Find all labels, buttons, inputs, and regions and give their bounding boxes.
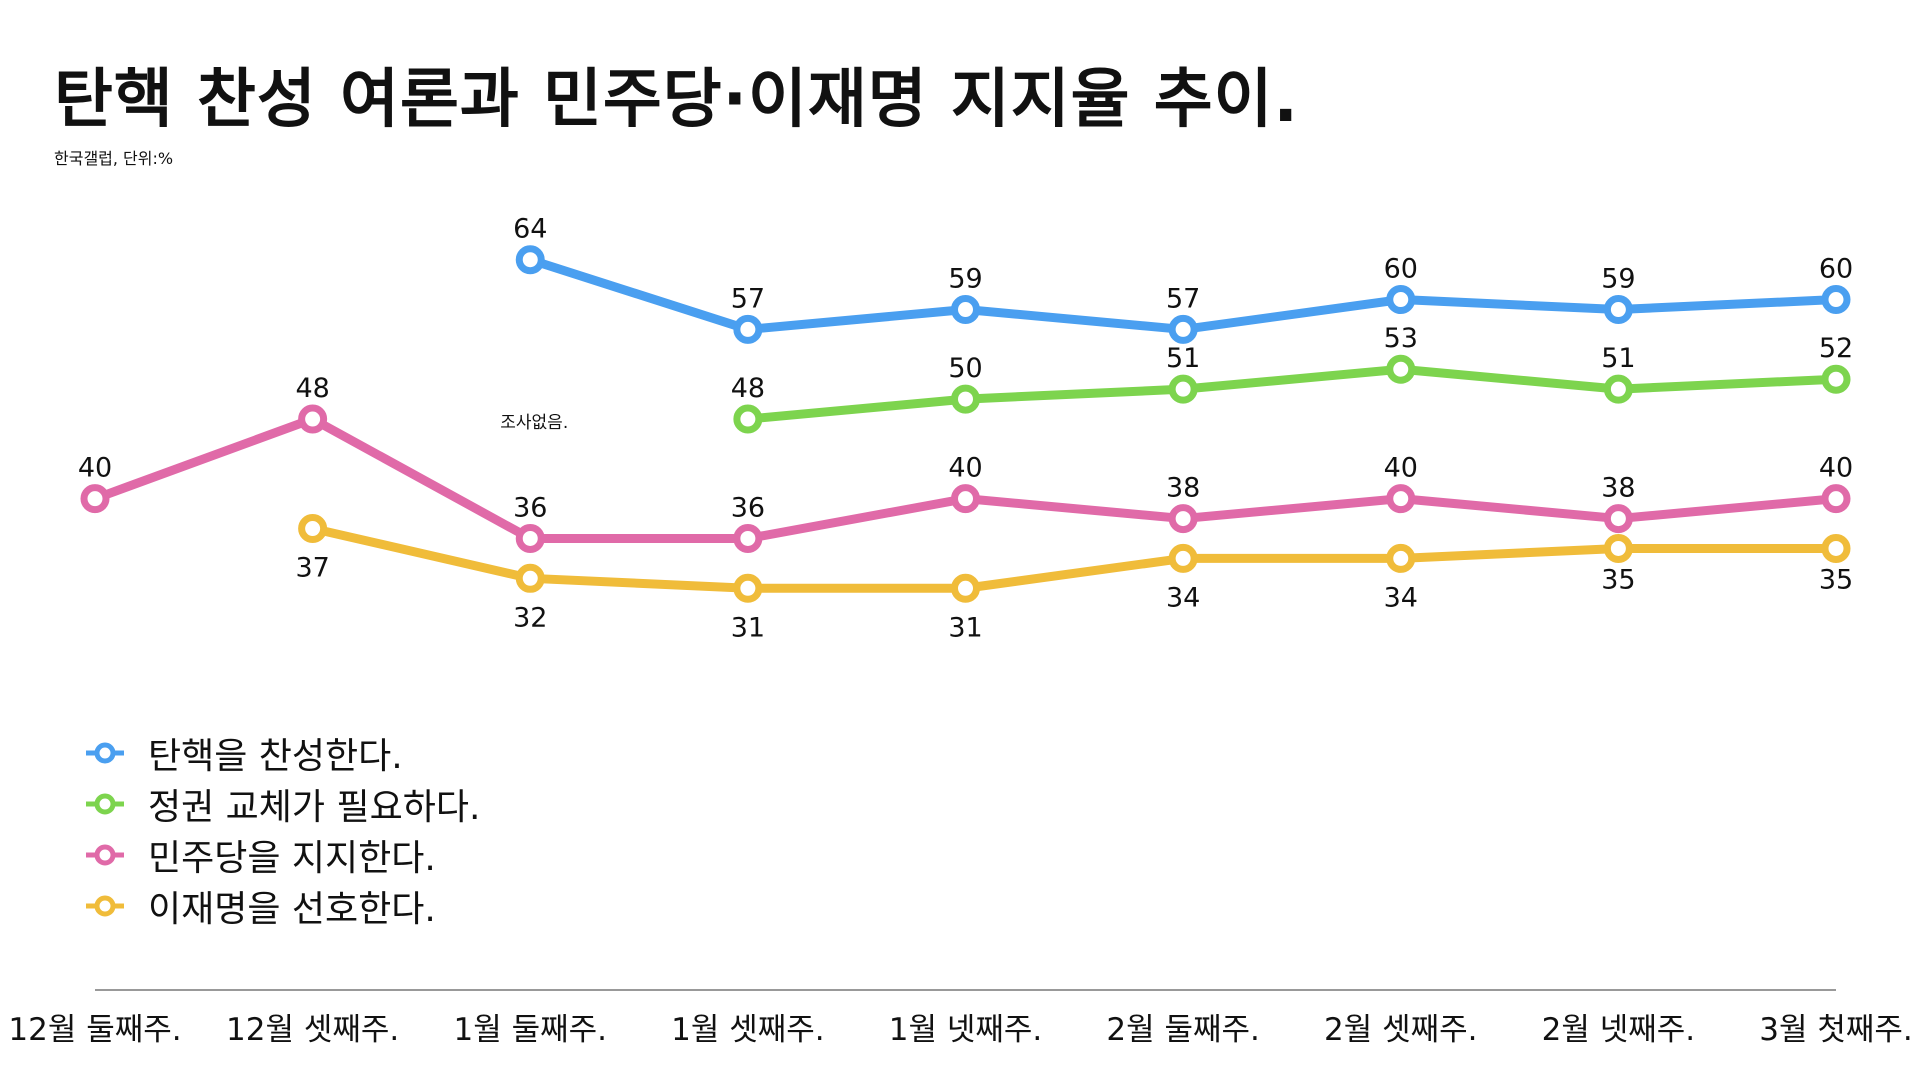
data-point — [515, 563, 545, 593]
data-point — [1603, 533, 1633, 563]
data-label: 36 — [731, 492, 765, 523]
data-label: 52 — [1819, 333, 1853, 364]
legend: 탄핵을 찬성한다. 정권 교체가 필요하다. 민주당을 지지한다. 이재명을 선호한다… — [86, 727, 480, 931]
x-tick-label: 12월 셋째주. — [226, 1012, 399, 1048]
legend-item: 정권 교체가 필요하다. — [86, 778, 480, 829]
data-label: 48 — [731, 373, 765, 404]
data-point — [1821, 484, 1851, 514]
x-tick-label: 1월 둘째주. — [453, 1012, 607, 1048]
legend-label: 정권 교체가 필요하다. — [148, 786, 481, 828]
data-label: 57 — [731, 283, 765, 314]
data-label: 50 — [948, 353, 982, 384]
data-point — [1386, 285, 1416, 315]
data-point — [733, 573, 763, 603]
data-label: 34 — [1384, 582, 1418, 613]
data-label: 35 — [1819, 564, 1853, 595]
data-label: 36 — [513, 492, 547, 523]
legend-label: 탄핵을 찬성한다. — [148, 735, 403, 777]
series-line-4 — [308, 524, 1841, 593]
data-point — [1386, 354, 1416, 384]
data-point — [1168, 504, 1198, 534]
data-point — [951, 295, 980, 325]
legend-item: 민주당을 지지한다. — [86, 829, 480, 880]
data-label: 59 — [1601, 264, 1635, 295]
data-label: 40 — [1819, 453, 1853, 484]
data-label: 35 — [1601, 564, 1635, 595]
x-tick-label: 3월 첫째주. — [1759, 1012, 1913, 1048]
data-label: 51 — [1166, 343, 1200, 374]
data-point — [1603, 504, 1633, 534]
x-tick-label: 2월 둘째주. — [1106, 1012, 1260, 1048]
legend-marker-icon — [86, 895, 124, 916]
data-label: 60 — [1819, 254, 1853, 285]
data-label: 32 — [513, 602, 547, 633]
data-point — [733, 523, 763, 553]
data-point — [733, 314, 763, 344]
data-point — [1821, 364, 1851, 394]
data-label: 40 — [1384, 453, 1418, 484]
data-point — [1168, 543, 1198, 573]
data-point — [1821, 533, 1851, 563]
x-tick-label: 2월 셋째주. — [1324, 1012, 1478, 1048]
data-label: 38 — [1601, 473, 1635, 504]
data-point — [951, 484, 980, 514]
data-label: 57 — [1166, 283, 1200, 314]
data-label: 31 — [731, 612, 765, 643]
data-point — [515, 245, 545, 275]
legend-item: 이재명을 선호한다. — [86, 880, 480, 931]
data-point — [298, 514, 328, 544]
data-label: 34 — [1166, 582, 1200, 613]
data-point — [1603, 374, 1633, 404]
data-label: 60 — [1384, 254, 1418, 285]
legend-marker-icon — [86, 742, 124, 763]
data-point — [1603, 295, 1633, 325]
data-label: 51 — [1601, 343, 1635, 374]
data-point — [1168, 374, 1198, 404]
data-label: 64 — [513, 214, 547, 245]
data-label: 48 — [295, 373, 329, 404]
legend-label: 민주당을 지지한다. — [148, 837, 436, 879]
data-point — [1821, 285, 1851, 315]
data-label: 53 — [1384, 323, 1418, 354]
source-note: 한국갤럽, 단위:% — [54, 149, 174, 168]
data-point — [1168, 314, 1198, 344]
data-point — [1386, 543, 1416, 573]
data-point — [1386, 484, 1416, 514]
series-line-2 — [743, 364, 1841, 424]
data-label: 59 — [948, 264, 982, 295]
data-label: 31 — [948, 612, 982, 643]
legend-label: 이재명을 선호한다. — [148, 888, 436, 930]
data-point — [951, 384, 980, 414]
x-tick-label: 1월 셋째주. — [671, 1012, 825, 1048]
data-point — [80, 484, 110, 514]
legend-marker-icon — [86, 844, 124, 865]
data-point — [733, 404, 763, 434]
data-label: 40 — [948, 453, 982, 484]
data-labels: 64 57 59 57 60 59 60 48 50 51 53 51 52 40 48 36 36 40 38 40… — [78, 214, 1853, 644]
no-survey-annotation: 조사없음. — [500, 413, 568, 433]
data-label: 37 — [295, 553, 329, 584]
data-point — [515, 523, 545, 553]
x-tick-label: 1월 넷째주. — [889, 1012, 1043, 1048]
data-label: 40 — [78, 453, 112, 484]
x-tick-label: 12월 둘째주. — [8, 1012, 181, 1048]
data-points — [80, 245, 1851, 603]
legend-marker-icon — [86, 793, 124, 814]
data-point — [298, 404, 328, 434]
x-axis: 12월 둘째주. 12월 셋째주. 1월 둘째주. 1월 셋째주. 1월 넷째주. 2월 … — [8, 989, 1913, 1048]
data-point — [951, 573, 980, 603]
x-tick-label: 2월 넷째주. — [1542, 1012, 1696, 1048]
legend-item: 탄핵을 찬성한다. — [86, 727, 480, 778]
page-title: 탄핵 찬성 여론과 민주당·이재명 지지율 추이. — [54, 63, 1299, 137]
data-label: 38 — [1166, 473, 1200, 504]
